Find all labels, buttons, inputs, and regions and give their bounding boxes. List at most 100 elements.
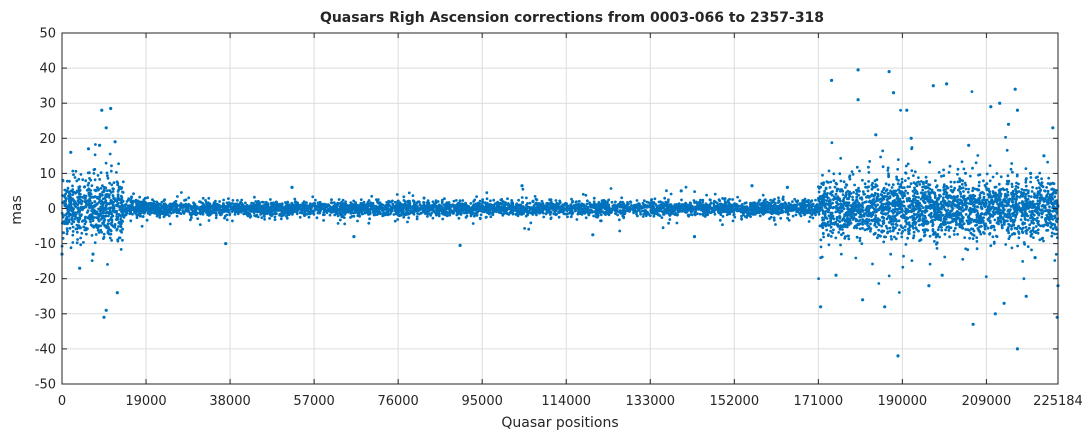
- data-point: [194, 204, 197, 207]
- data-point: [255, 215, 258, 218]
- data-point: [106, 172, 109, 175]
- data-point: [396, 209, 399, 212]
- data-point: [302, 205, 305, 208]
- data-point: [859, 197, 862, 200]
- data-point: [415, 210, 418, 213]
- data-point: [91, 234, 94, 237]
- data-point: [359, 210, 362, 213]
- data-point: [108, 189, 111, 192]
- data-point: [558, 216, 561, 219]
- data-point: [394, 220, 397, 223]
- data-point: [168, 215, 171, 218]
- data-point: [84, 216, 87, 219]
- data-point: [994, 219, 997, 222]
- data-point: [732, 220, 735, 223]
- data-point: [253, 196, 256, 199]
- data-point: [81, 196, 84, 199]
- data-point: [585, 194, 588, 197]
- data-point: [327, 208, 330, 211]
- data-point: [69, 227, 72, 230]
- data-point: [247, 206, 250, 209]
- data-point: [480, 213, 483, 216]
- data-point: [98, 178, 101, 181]
- data-point: [88, 171, 91, 174]
- data-point: [665, 189, 668, 192]
- data-point: [603, 202, 606, 205]
- data-point: [238, 203, 241, 206]
- data-point: [791, 209, 794, 212]
- data-point: [441, 200, 444, 203]
- data-point: [546, 206, 549, 209]
- data-point: [996, 172, 999, 175]
- data-point: [678, 204, 681, 207]
- data-point: [473, 215, 476, 218]
- data-point: [399, 203, 402, 206]
- data-point: [303, 213, 306, 216]
- data-point: [383, 211, 386, 214]
- data-point: [80, 232, 83, 235]
- data-point: [546, 209, 549, 212]
- data-point: [435, 213, 438, 216]
- data-point: [291, 205, 294, 208]
- data-point: [779, 217, 782, 220]
- data-point: [621, 215, 624, 218]
- data-point: [208, 219, 211, 222]
- data-point: [85, 203, 88, 206]
- data-point: [259, 210, 262, 213]
- data-point: [621, 210, 624, 213]
- data-point: [80, 173, 83, 176]
- data-point: [104, 186, 107, 189]
- data-point: [472, 222, 475, 225]
- data-point: [978, 181, 981, 184]
- data-point: [612, 206, 615, 209]
- data-point: [163, 213, 166, 216]
- data-point: [736, 196, 739, 199]
- data-point: [796, 207, 799, 210]
- data-point: [778, 200, 781, 203]
- data-point: [418, 200, 421, 203]
- data-point: [98, 220, 101, 223]
- data-point: [559, 201, 562, 204]
- data-point: [151, 198, 154, 201]
- data-point: [74, 216, 77, 219]
- data-point: [694, 211, 697, 214]
- data-point: [577, 209, 580, 212]
- data-point: [812, 217, 815, 220]
- data-point: [458, 217, 461, 220]
- data-point: [575, 201, 578, 204]
- data-point: [527, 228, 530, 231]
- data-point: [395, 204, 398, 207]
- data-point: [69, 205, 72, 208]
- data-point: [585, 216, 588, 219]
- data-point: [437, 207, 440, 210]
- data-point: [160, 201, 163, 204]
- data-point: [103, 218, 106, 221]
- data-point: [114, 223, 117, 226]
- data-point: [108, 182, 111, 185]
- data-point: [626, 206, 629, 209]
- data-point: [607, 213, 610, 216]
- data-point: [135, 208, 138, 211]
- data-point: [274, 208, 277, 211]
- data-point: [376, 213, 379, 216]
- data-point: [483, 206, 486, 209]
- data-point: [85, 233, 88, 236]
- data-point: [146, 196, 149, 199]
- data-point: [455, 207, 458, 210]
- data-point: [112, 207, 115, 210]
- data-point: [742, 214, 745, 217]
- data-point: [766, 201, 769, 204]
- data-point: [642, 215, 645, 218]
- data-point: [308, 216, 311, 219]
- data-point: [540, 204, 543, 207]
- data-point: [363, 201, 366, 204]
- data-point: [360, 198, 363, 201]
- data-point: [186, 209, 189, 212]
- data-point: [77, 186, 80, 189]
- data-point: [117, 188, 120, 191]
- data-point: [102, 212, 105, 215]
- data-point: [768, 217, 771, 220]
- data-point: [619, 205, 622, 208]
- data-point: [194, 213, 197, 216]
- data-point: [522, 188, 525, 191]
